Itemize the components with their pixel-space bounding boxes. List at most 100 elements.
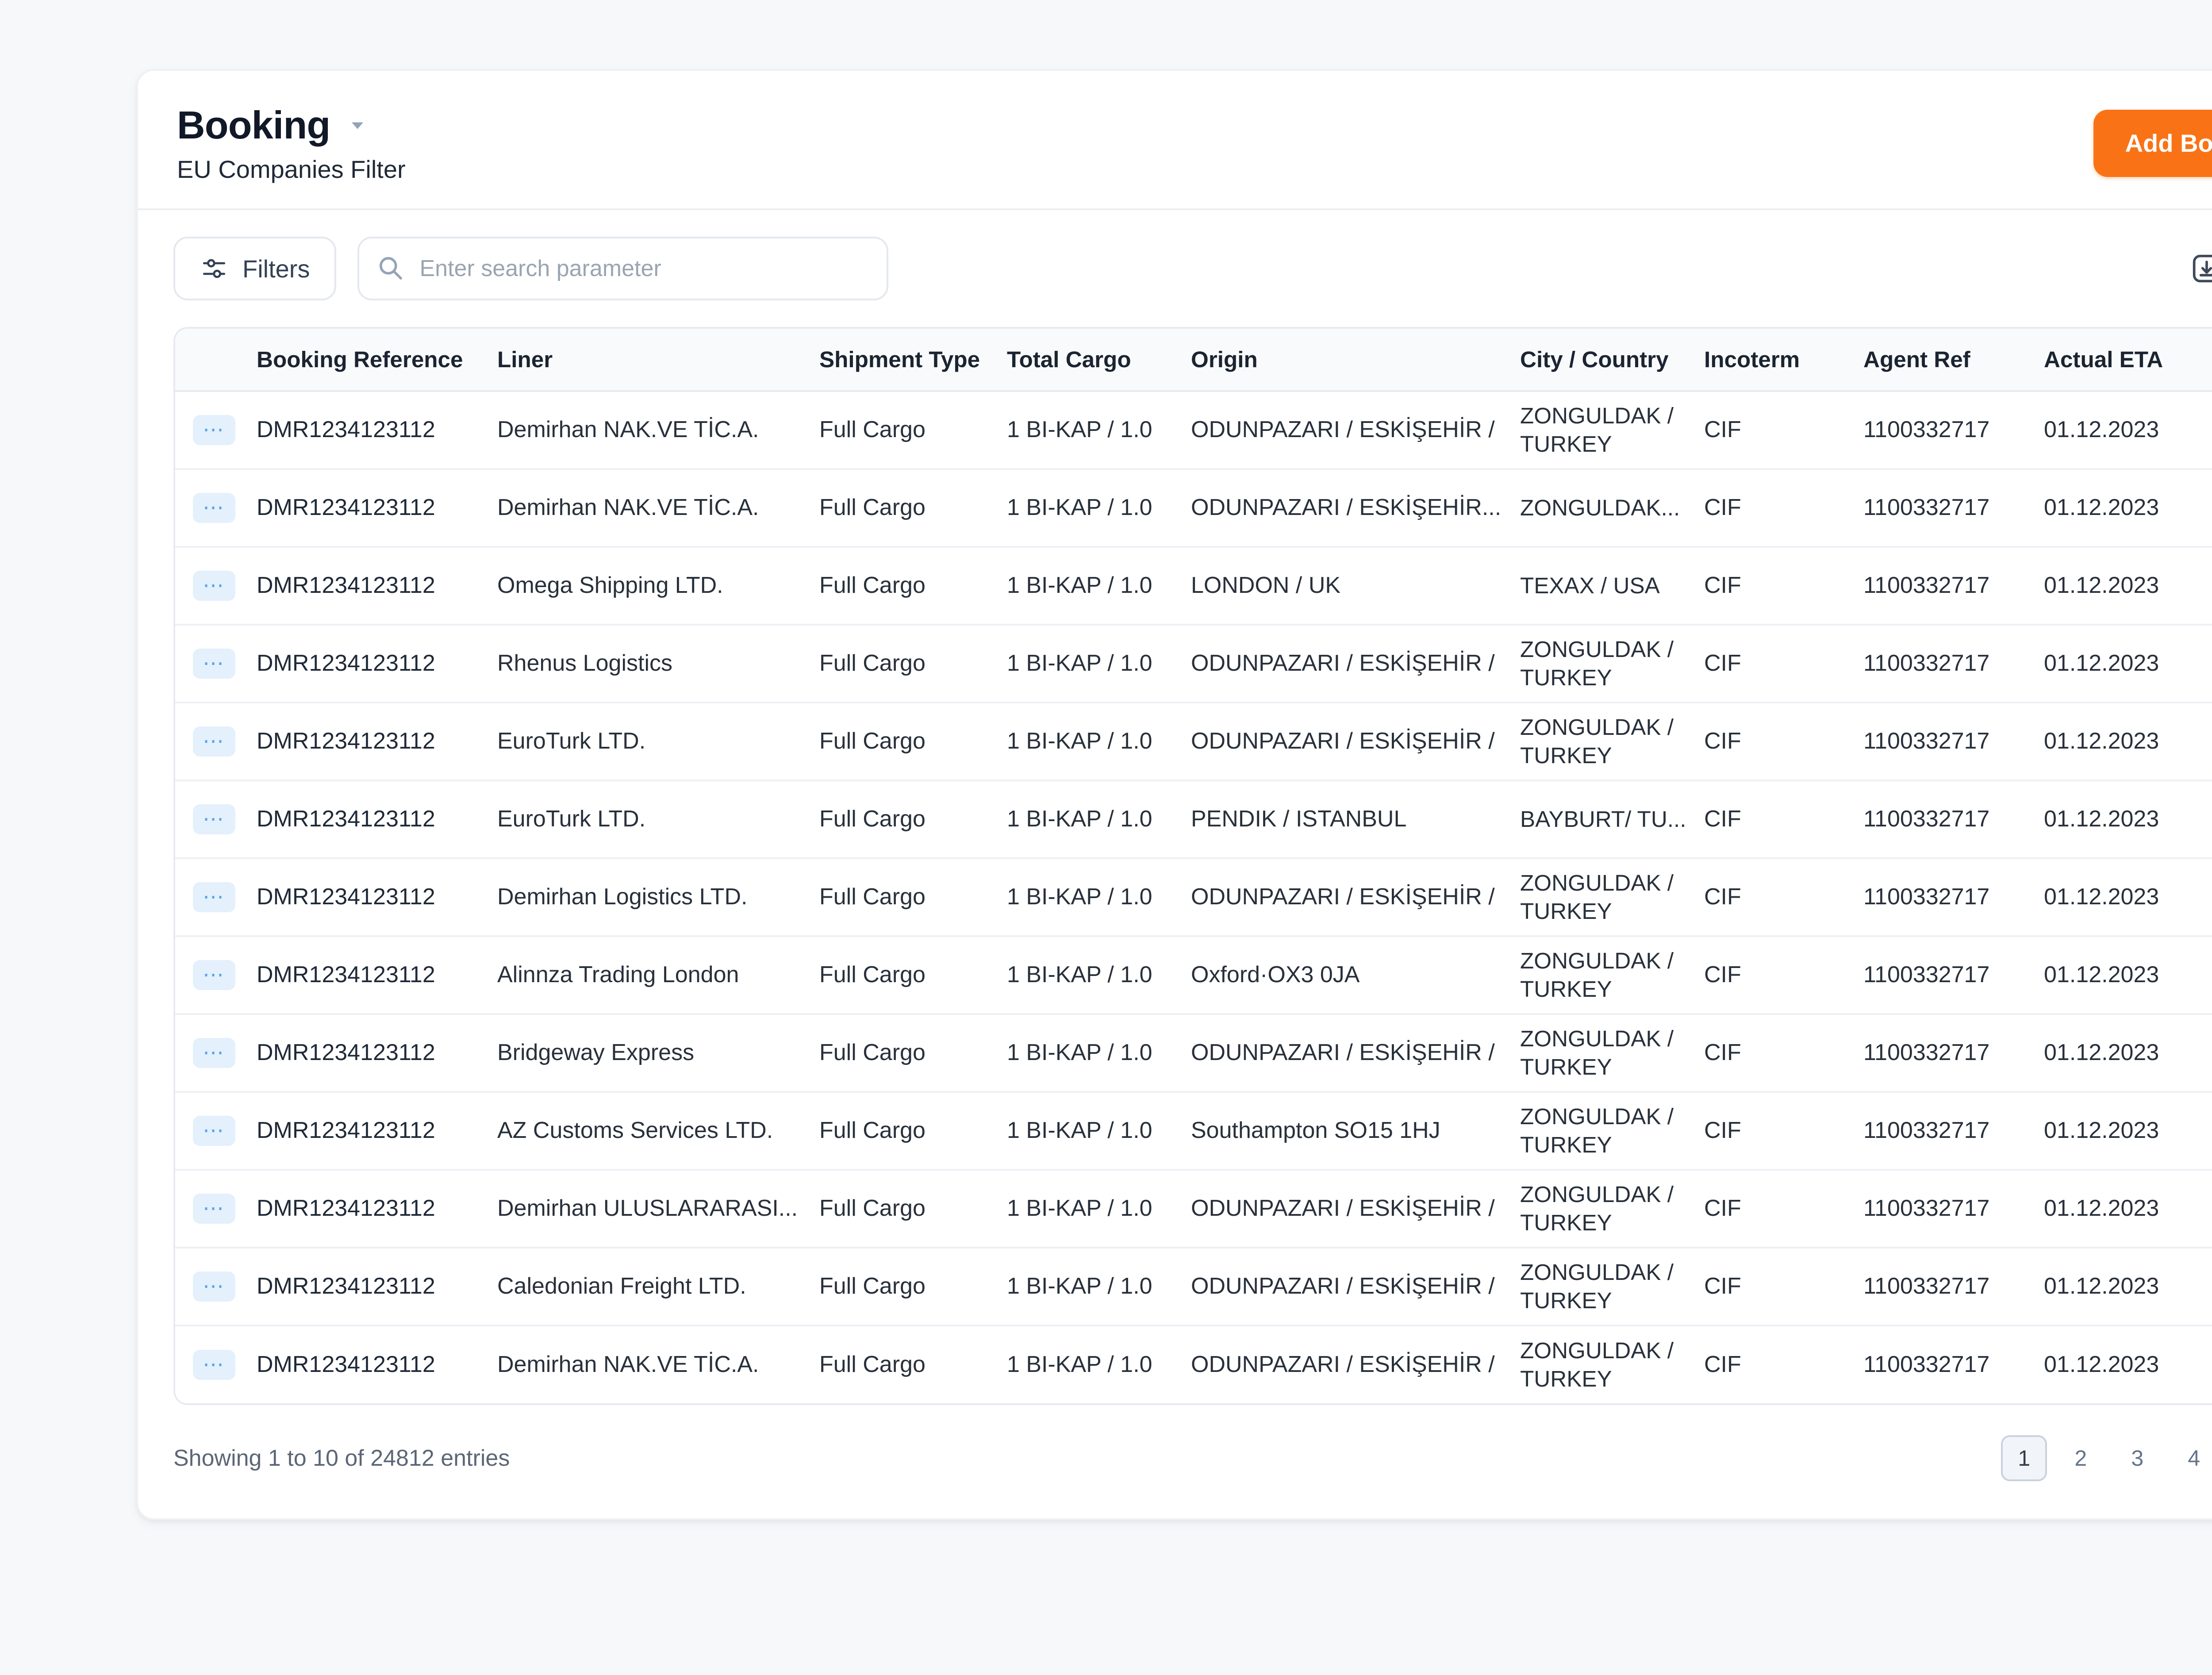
cell-city-country: ZONGULDAK / TURKEY: [1502, 625, 1686, 703]
title-dropdown-button[interactable]: [342, 110, 373, 140]
cell-row-actions: ⋯: [175, 703, 239, 781]
cell-actual-eta: 01.12.2023: [2026, 1170, 2203, 1249]
column-shipment-type: Shipment Type: [802, 329, 989, 392]
filters-button-label: Filters: [242, 254, 310, 283]
ellipsis-icon: ⋯: [203, 418, 226, 442]
cell-shipment-type: Full Cargo: [802, 780, 989, 859]
cell-row-actions: ⋯: [175, 391, 239, 470]
row-actions-button[interactable]: ⋯: [193, 960, 235, 990]
cell-total-cargo: 1 BI-KAP / 1.0: [989, 1014, 1173, 1093]
cell-origin: Oxford·OX3 0JA: [1173, 936, 1502, 1015]
cell-booking-reference: DMR1234123112: [239, 1170, 480, 1249]
cell-status: [2203, 1092, 2212, 1171]
row-actions-button[interactable]: ⋯: [193, 415, 235, 445]
cell-incoterm: CIF: [1686, 858, 1846, 937]
booking-page-card: Booking EU Companies Filter Add Booking: [136, 69, 2212, 1520]
cell-incoterm: CIF: [1686, 391, 1846, 470]
row-actions-button[interactable]: ⋯: [193, 649, 235, 679]
cell-total-cargo: 1 BI-KAP / 1.0: [989, 625, 1173, 703]
cell-origin: ODUNPAZARI / ESKİŞEHİR /: [1173, 391, 1502, 470]
row-actions-button[interactable]: ⋯: [193, 1116, 235, 1146]
cell-booking-reference: DMR1234123112: [239, 1248, 480, 1326]
cell-total-cargo: 1 BI-KAP / 1.0: [989, 469, 1173, 548]
toolbar-icons: [2185, 247, 2212, 290]
cell-agent-ref: 1100332717: [1846, 391, 2026, 470]
cell-row-actions: ⋯: [175, 1248, 239, 1326]
row-actions-button[interactable]: ⋯: [193, 571, 235, 601]
cell-liner: Demirhan ULUSLARARASI...: [480, 1170, 802, 1249]
cell-city-country: ZONGULDAK / TURKEY: [1502, 936, 1686, 1015]
cell-status: [2203, 1170, 2212, 1249]
ellipsis-icon: ⋯: [203, 1041, 226, 1064]
cell-total-cargo: 1 BI-KAP / 1.0: [989, 391, 1173, 470]
column-total-cargo: Total Cargo: [989, 329, 1173, 392]
row-actions-button[interactable]: ⋯: [193, 804, 235, 834]
pagination: 1 2 3 4 ... 24812: [2001, 1435, 2212, 1481]
column-actions: [175, 329, 239, 392]
row-actions-button[interactable]: ⋯: [193, 726, 235, 757]
sliders-icon: [200, 254, 228, 283]
ellipsis-icon: ⋯: [203, 1197, 226, 1220]
cell-origin: ODUNPAZARI / ESKİŞEHİR...: [1173, 469, 1502, 548]
cell-city-country: ZONGULDAK / TURKEY: [1502, 391, 1686, 470]
page-button-2[interactable]: 2: [2058, 1435, 2104, 1481]
table-row: ⋯ DMR1234123112 Bridgeway Express Full C…: [175, 1014, 2212, 1093]
download-icon: [2189, 251, 2212, 286]
page-button-1[interactable]: 1: [2001, 1435, 2047, 1481]
table-row: ⋯ DMR1234123112 Omega Shipping LTD. Full…: [175, 547, 2212, 626]
cell-liner: EuroTurk LTD.: [480, 780, 802, 859]
cell-liner: Alinnza Trading London: [480, 936, 802, 1015]
cell-city-country: ZONGULDAK / TURKEY: [1502, 858, 1686, 937]
cell-city-country: ZONGULDAK / TURKEY: [1502, 1014, 1686, 1093]
cell-incoterm: CIF: [1686, 936, 1846, 1015]
table-header-row: Booking Reference Liner Shipment Type To…: [175, 329, 2212, 392]
row-actions-button[interactable]: ⋯: [193, 1272, 235, 1302]
cell-agent-ref: 1100332717: [1846, 625, 2026, 703]
cell-booking-reference: DMR1234123112: [239, 780, 480, 859]
cell-agent-ref: 1100332717: [1846, 780, 2026, 859]
cell-status: [2203, 391, 2212, 470]
column-city-country: City / Country: [1502, 329, 1686, 392]
page-button-4[interactable]: 4: [2171, 1435, 2212, 1481]
cell-shipment-type: Full Cargo: [802, 1170, 989, 1249]
cell-row-actions: ⋯: [175, 547, 239, 626]
cell-agent-ref: 1100332717: [1846, 1092, 2026, 1171]
table-row: ⋯ DMR1234123112 Rhenus Logistics Full Ca…: [175, 625, 2212, 703]
cell-origin: PENDIK / ISTANBUL: [1173, 780, 1502, 859]
caret-down-icon: [346, 114, 369, 137]
entries-summary: Showing 1 to 10 of 24812 entries: [173, 1445, 510, 1471]
cell-shipment-type: Full Cargo: [802, 1014, 989, 1093]
cell-city-country: ZONGULDAK / TURKEY: [1502, 703, 1686, 781]
cell-total-cargo: 1 BI-KAP / 1.0: [989, 858, 1173, 937]
cell-shipment-type: Full Cargo: [802, 936, 989, 1015]
search-box: [357, 237, 889, 300]
cell-incoterm: CIF: [1686, 780, 1846, 859]
table-row: ⋯ DMR1234123112 Demirhan Logistics LTD. …: [175, 858, 2212, 937]
cell-city-country: ZONGULDAK / TURKEY: [1502, 1092, 1686, 1171]
row-actions-button[interactable]: ⋯: [193, 882, 235, 912]
title-block: Booking EU Companies Filter: [177, 103, 406, 184]
cell-actual-eta: 01.12.2023: [2026, 1248, 2203, 1326]
row-actions-button[interactable]: ⋯: [193, 493, 235, 523]
cell-agent-ref: 1100332717: [1863, 1352, 1990, 1378]
cell-city-country: ZONGULDAK / TURKEY: [1502, 1248, 1686, 1326]
column-agent-ref: Agent Ref: [1846, 329, 2026, 392]
row-actions-button[interactable]: ⋯: [193, 1038, 235, 1068]
cell-actual-eta: 01.12.2023: [2044, 1352, 2159, 1378]
page-subtitle: EU Companies Filter: [177, 155, 406, 183]
add-booking-button[interactable]: Add Booking: [2093, 110, 2212, 177]
row-actions-button[interactable]: ⋯: [193, 1194, 235, 1224]
filters-button[interactable]: Filters: [173, 237, 337, 300]
ellipsis-icon: ⋯: [203, 652, 226, 675]
cell-agent-ref: 1100332717: [1846, 858, 2026, 937]
page-button-3[interactable]: 3: [2114, 1435, 2160, 1481]
row-actions-button[interactable]: ⋯: [193, 1350, 235, 1380]
search-input[interactable]: [357, 237, 889, 300]
table-row: ⋯ DMR1234123112 AZ Customs Services LTD.…: [175, 1092, 2212, 1171]
cell-total-cargo: 1 BI-KAP / 1.0: [989, 1092, 1173, 1171]
table-row: ⋯ DMR1234123112 EuroTurk LTD. Full Cargo…: [175, 780, 2212, 859]
cell-actual-eta: 01.12.2023: [2026, 547, 2203, 626]
export-button[interactable]: [2185, 247, 2212, 290]
ellipsis-icon: ⋯: [203, 574, 226, 597]
table-row: ⋯ DMR1234123112 Demirhan ULUSLARARASI...…: [175, 1170, 2212, 1249]
